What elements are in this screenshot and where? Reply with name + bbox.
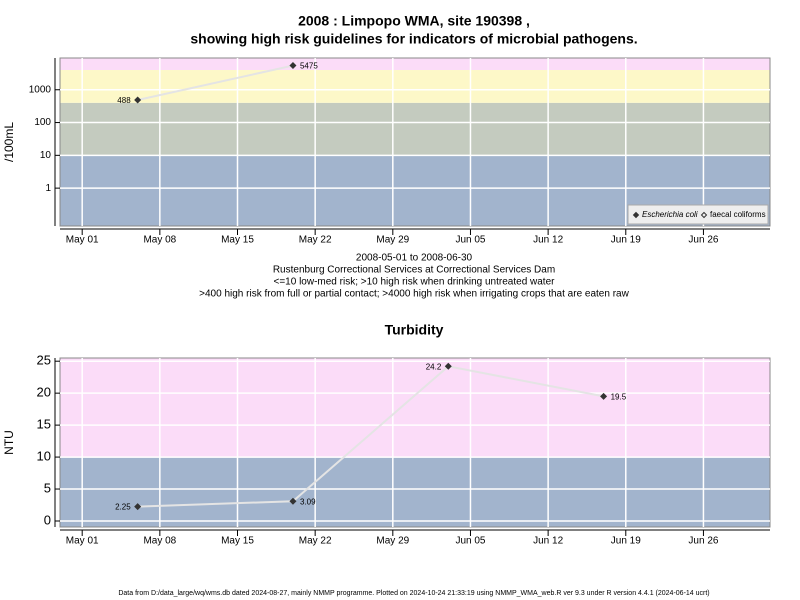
x-tick-label: Jun 05 <box>455 536 485 547</box>
data-label: 24.2 <box>426 362 442 371</box>
data-label: 3.09 <box>300 497 316 506</box>
y-axis-label: /100mL <box>2 122 16 162</box>
plot-frame <box>59 357 771 528</box>
x-tick-label: May 15 <box>221 536 254 547</box>
data-label: 2.25 <box>115 503 131 512</box>
data-label: 5475 <box>300 62 318 71</box>
y-tick-label: 10 <box>40 150 52 161</box>
chart-title: Turbidity <box>385 322 444 338</box>
risk-band <box>60 58 770 71</box>
legend-marker <box>700 211 708 219</box>
data-label: 488 <box>117 96 131 105</box>
risk-band <box>60 70 770 103</box>
y-tick-label: 1 <box>45 183 51 194</box>
risk-band <box>60 102 770 156</box>
x-tick-label: Jun 19 <box>611 536 641 547</box>
x-tick-label: May 29 <box>376 235 409 246</box>
y-tick-label: 1000 <box>29 84 52 95</box>
legend-box <box>627 204 769 225</box>
x-tick-label: May 08 <box>143 536 176 547</box>
y-tick-label: 5 <box>44 480 51 495</box>
x-tick-label: Jun 26 <box>688 536 718 547</box>
data-point <box>600 392 608 400</box>
y-tick-label: 0 <box>44 512 51 527</box>
x-tick-label: May 22 <box>299 235 332 246</box>
note: 2008-05-01 to 2008-06-30 <box>356 253 473 264</box>
x-tick-label: Jun 05 <box>455 235 485 246</box>
y-tick-label: 10 <box>37 449 51 464</box>
data-point <box>444 362 452 370</box>
chart-title: 2008 : Limpopo WMA, site 190398 , <box>298 13 530 29</box>
x-tick-label: May 15 <box>221 235 254 246</box>
chart-title: showing high risk guidelines for indicat… <box>190 31 637 47</box>
note: <=10 low-med risk; >10 high risk when dr… <box>274 277 556 288</box>
risk-band <box>60 358 770 458</box>
data-label: 19.5 <box>611 392 627 401</box>
data-point <box>289 497 297 505</box>
x-tick-label: Jun 12 <box>533 235 563 246</box>
x-tick-label: Jun 19 <box>611 235 641 246</box>
legend-label: Escherichia coli <box>642 210 698 219</box>
risk-band <box>60 457 770 527</box>
data-point <box>289 62 297 70</box>
plot-frame <box>59 57 771 227</box>
y-tick-label: 100 <box>34 117 51 128</box>
x-tick-label: Jun 12 <box>533 536 563 547</box>
series-line <box>137 365 604 508</box>
x-tick-label: May 01 <box>66 235 99 246</box>
x-tick-label: May 22 <box>299 536 332 547</box>
y-tick-label: 25 <box>37 353 51 368</box>
y-tick-label: 15 <box>37 417 51 432</box>
note: Rustenburg Correctional Services at Corr… <box>273 265 555 276</box>
x-tick-label: Jun 26 <box>688 235 718 246</box>
legend-label: faecal coliforms <box>710 210 766 219</box>
legend-marker <box>632 211 640 219</box>
footer: Data from D:/data_large/wq/wms.db dated … <box>118 590 709 597</box>
x-tick-label: May 08 <box>143 235 176 246</box>
x-tick-label: May 29 <box>376 536 409 547</box>
y-tick-label: 20 <box>37 385 51 400</box>
data-point <box>134 96 142 104</box>
y-axis-label: NTU <box>2 430 16 455</box>
x-tick-label: May 01 <box>66 536 99 547</box>
series-line <box>137 64 294 101</box>
note: >400 high risk from full or partial cont… <box>199 289 629 300</box>
data-point <box>134 503 142 511</box>
